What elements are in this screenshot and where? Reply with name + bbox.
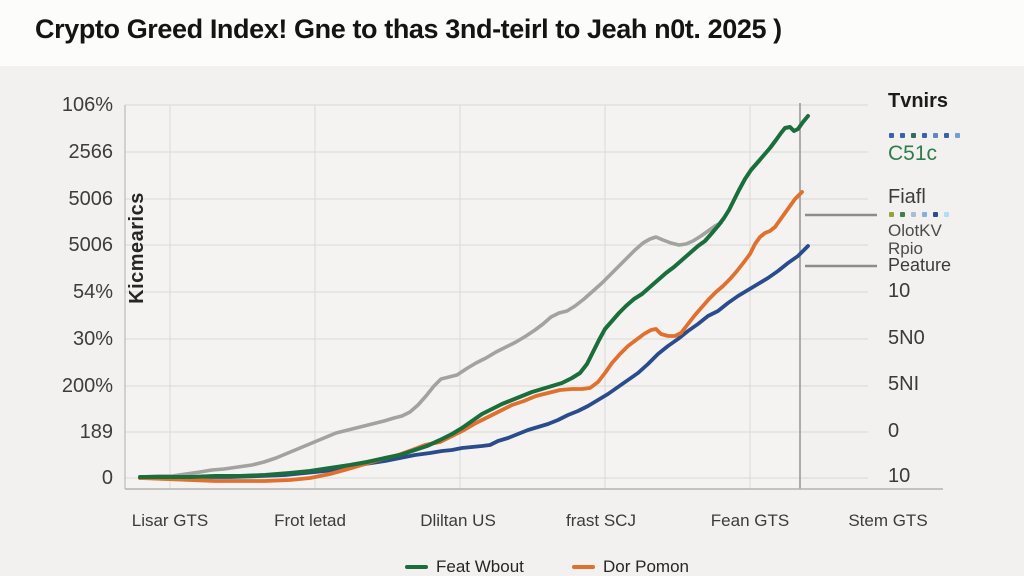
right-panel-entry-c51c: C51c (888, 142, 938, 165)
right-axis-tick-label: 5NI (888, 373, 920, 395)
legend-swatch-orange (572, 565, 595, 569)
right-panel-entry-peature: Peature (888, 255, 952, 275)
right-panel-entry-rpio: Rpio (888, 239, 923, 258)
y-tick-label: 200% (61, 375, 113, 397)
y-axis-title: Kicmearics (126, 192, 148, 304)
title-strip (0, 0, 1024, 66)
y-tick-label: 5006 (68, 234, 114, 256)
right-axis-tick-label: 5N0 (888, 327, 925, 349)
right-axis-tick-label: 10 (888, 465, 911, 487)
x-tick-label: Fean GTS (710, 511, 790, 530)
x-tick-label: Dliltan US (420, 511, 496, 530)
y-tick-label: 54% (72, 281, 113, 303)
page-title: Crypto Greed Index! Gne to thas 3nd-teir… (35, 14, 782, 44)
y-tick-label: 2566 (68, 141, 114, 163)
y-tick-label: 106% (61, 94, 113, 116)
x-tick-label: Lisar GTS (131, 511, 209, 530)
y-tick-label: 5006 (68, 188, 114, 210)
y-tick-label: 30% (72, 328, 113, 350)
right-panel-header: Tvnirs (888, 90, 949, 112)
x-tick-label: frast SCJ (566, 511, 636, 530)
x-tick-label: Frot letad (274, 511, 346, 530)
legend-label: Feat Wbout (436, 557, 524, 576)
multicolor-dots-swatch (889, 212, 955, 217)
legend-swatch-green (405, 565, 428, 569)
x-tick-label: Stem GTS (848, 511, 928, 530)
right-axis-tick-label: 0 (888, 420, 900, 442)
y-tick-label: 189 (79, 421, 113, 443)
chart-legend: Feat Wbout Dor Pomon (0, 557, 1024, 576)
dotted-line-swatch (889, 133, 966, 138)
right-panel-entry-fiafl: Fiafl (888, 186, 926, 208)
right-panel-entry-olotkv: OlotKV (888, 221, 942, 240)
legend-label: Dor Pomon (603, 557, 689, 576)
y-tick-label: 0 (101, 467, 113, 489)
right-axis-tick-label: 10 (888, 280, 911, 302)
